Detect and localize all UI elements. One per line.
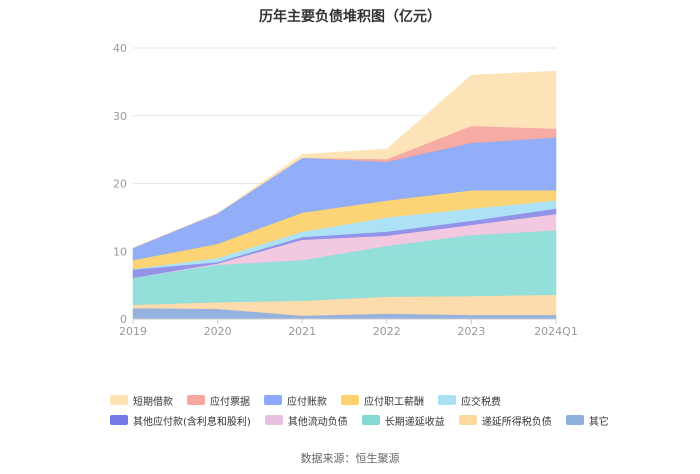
- legend-label: 应付票据: [210, 396, 250, 408]
- y-tick-label: 10: [113, 245, 127, 258]
- area-layer: [132, 70, 557, 320]
- legend-item-other-current-liabilities[interactable]: 其他流动负债: [264, 413, 348, 428]
- legend-item-accounts-payable[interactable]: 应付账款: [264, 393, 327, 408]
- legend-item-short-term-loans[interactable]: 短期借款: [110, 393, 173, 408]
- legend-item-deferred-income[interactable]: 长期递延收益: [361, 413, 445, 428]
- legend-label: 应付职工薪酬: [364, 396, 424, 408]
- legend-swatch: [187, 395, 205, 405]
- x-tick-label: 2021: [288, 325, 316, 338]
- legend-label: 其他流动负债: [287, 416, 348, 428]
- legend-item-taxes-payable[interactable]: 应交税费: [438, 393, 501, 408]
- legend-row-2: 其他应付款(含利息和股利) 其他流动负债 长期递延收益 递延所得税负债 其它: [110, 410, 670, 430]
- legend-swatch: [361, 415, 380, 425]
- data-source: 数据来源：恒生聚源: [300, 452, 400, 465]
- legend-item-notes-payable[interactable]: 应付票据: [187, 393, 250, 408]
- area-series: [132, 70, 557, 249]
- y-tick-label: 20: [113, 178, 127, 191]
- legend-label: 递延所得税负债: [481, 416, 552, 428]
- legend-item-other[interactable]: 其它: [565, 413, 609, 428]
- legend: 短期借款 应付票据 应付账款 应付职工薪酬 应交税费 其他应付款(含利息和股利)…: [110, 390, 670, 430]
- chart-title: 历年主要负债堆积图（亿元）: [259, 9, 441, 25]
- legend-label: 应交税费: [461, 396, 501, 408]
- y-tick-label: 30: [113, 110, 127, 123]
- legend-swatch: [565, 415, 584, 425]
- axis-layer: 0 10 20 30 40 2019 2020 2021 2022 2023 2024Q1: [113, 42, 578, 338]
- legend-swatch: [458, 415, 477, 425]
- x-tick-label: 2024Q1: [534, 325, 578, 338]
- legend-row-1: 短期借款 应付票据 应付账款 应付职工薪酬 应交税费: [110, 390, 670, 410]
- y-tick-label: 0: [120, 313, 127, 326]
- legend-swatch: [264, 395, 282, 405]
- legend-swatch: [438, 395, 456, 405]
- legend-item-employee-payable[interactable]: 应付职工薪酬: [341, 393, 424, 408]
- x-tick-label: 2020: [204, 325, 232, 338]
- legend-label: 短期借款: [133, 396, 173, 408]
- legend-swatch: [341, 395, 359, 405]
- y-tick-label: 40: [113, 42, 127, 55]
- legend-swatch: [110, 415, 128, 425]
- legend-label: 其他应付款(含利息和股利): [133, 416, 251, 428]
- x-tick-label: 2022: [373, 325, 401, 338]
- legend-label: 应付账款: [287, 396, 327, 408]
- x-tick-label: 2023: [457, 325, 485, 338]
- x-tick-label: 2019: [119, 325, 147, 338]
- legend-item-other-payables[interactable]: 其他应付款(含利息和股利): [110, 413, 251, 428]
- legend-swatch: [110, 395, 128, 405]
- legend-swatch: [264, 415, 283, 425]
- legend-label: 长期递延收益: [384, 416, 445, 428]
- legend-item-deferred-tax[interactable]: 递延所得税负债: [458, 413, 552, 428]
- legend-label: 其它: [588, 416, 609, 428]
